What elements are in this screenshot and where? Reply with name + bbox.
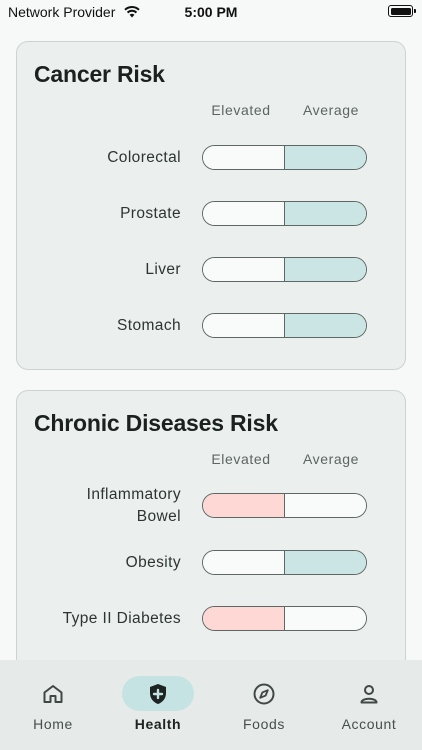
risk-bar — [202, 606, 367, 631]
risk-label: Colorectal — [107, 149, 181, 166]
risk-bar — [202, 201, 367, 226]
card-title: Chronic Diseases Risk — [34, 410, 278, 436]
nav-label: Account — [341, 716, 397, 732]
average-segment — [284, 494, 366, 517]
nav-label: Foods — [243, 716, 285, 732]
risk-bar — [202, 313, 367, 338]
column-header-elevated: Elevated — [211, 451, 271, 467]
status-bar: Network Provider 5:00 PM — [0, 0, 422, 26]
column-header-average: Average — [302, 102, 360, 118]
nav-item-account[interactable]: Account — [319, 660, 419, 750]
elevated-segment — [203, 551, 285, 574]
cancer-risk-card: Cancer Risk Elevated Average Colorectal … — [16, 41, 406, 370]
battery-icon — [388, 5, 416, 17]
nav-item-health[interactable]: Health — [108, 660, 208, 750]
risk-label: Stomach — [117, 317, 181, 334]
elevated-segment — [203, 146, 285, 169]
elevated-segment — [203, 258, 285, 281]
compass-icon — [253, 683, 275, 704]
nav-label: Home — [33, 716, 73, 732]
nav-label: Health — [134, 716, 182, 732]
bottom-nav: Home Health Foods Account — [0, 660, 422, 750]
elevated-segment — [203, 607, 285, 630]
average-segment — [284, 314, 366, 337]
elevated-segment — [203, 314, 285, 337]
wifi-icon — [124, 5, 140, 18]
risk-bar — [202, 493, 367, 518]
risk-bar — [202, 550, 367, 575]
risk-label-line: Inflammatory — [86, 486, 181, 503]
nav-item-home[interactable]: Home — [3, 660, 103, 750]
home-icon — [43, 684, 63, 703]
risk-label-line: Bowel — [136, 508, 181, 525]
chronic-diseases-risk-card: Chronic Diseases Risk Elevated Average I… — [16, 390, 406, 690]
nav-item-foods[interactable]: Foods — [214, 660, 314, 750]
average-segment — [284, 551, 366, 574]
risk-label: Liver — [145, 261, 181, 278]
carrier-name: Network Provider — [8, 4, 116, 20]
average-segment — [284, 202, 366, 225]
average-segment — [284, 607, 366, 630]
person-icon — [360, 684, 378, 703]
elevated-segment — [203, 494, 285, 517]
risk-bar — [202, 257, 367, 282]
elevated-segment — [203, 202, 285, 225]
average-segment — [284, 146, 366, 169]
risk-label: Inflammatory Bowel — [87, 484, 181, 528]
risk-label: Obesity — [125, 554, 181, 571]
average-segment — [284, 258, 366, 281]
risk-label: Prostate — [120, 205, 181, 222]
status-time: 5:00 PM — [184, 4, 238, 20]
risk-label: Type II Diabetes — [62, 610, 181, 627]
column-header-elevated: Elevated — [211, 102, 271, 118]
risk-bar — [202, 145, 367, 170]
shield-plus-icon — [150, 683, 166, 704]
card-title: Cancer Risk — [34, 61, 165, 87]
column-header-average: Average — [302, 451, 360, 467]
